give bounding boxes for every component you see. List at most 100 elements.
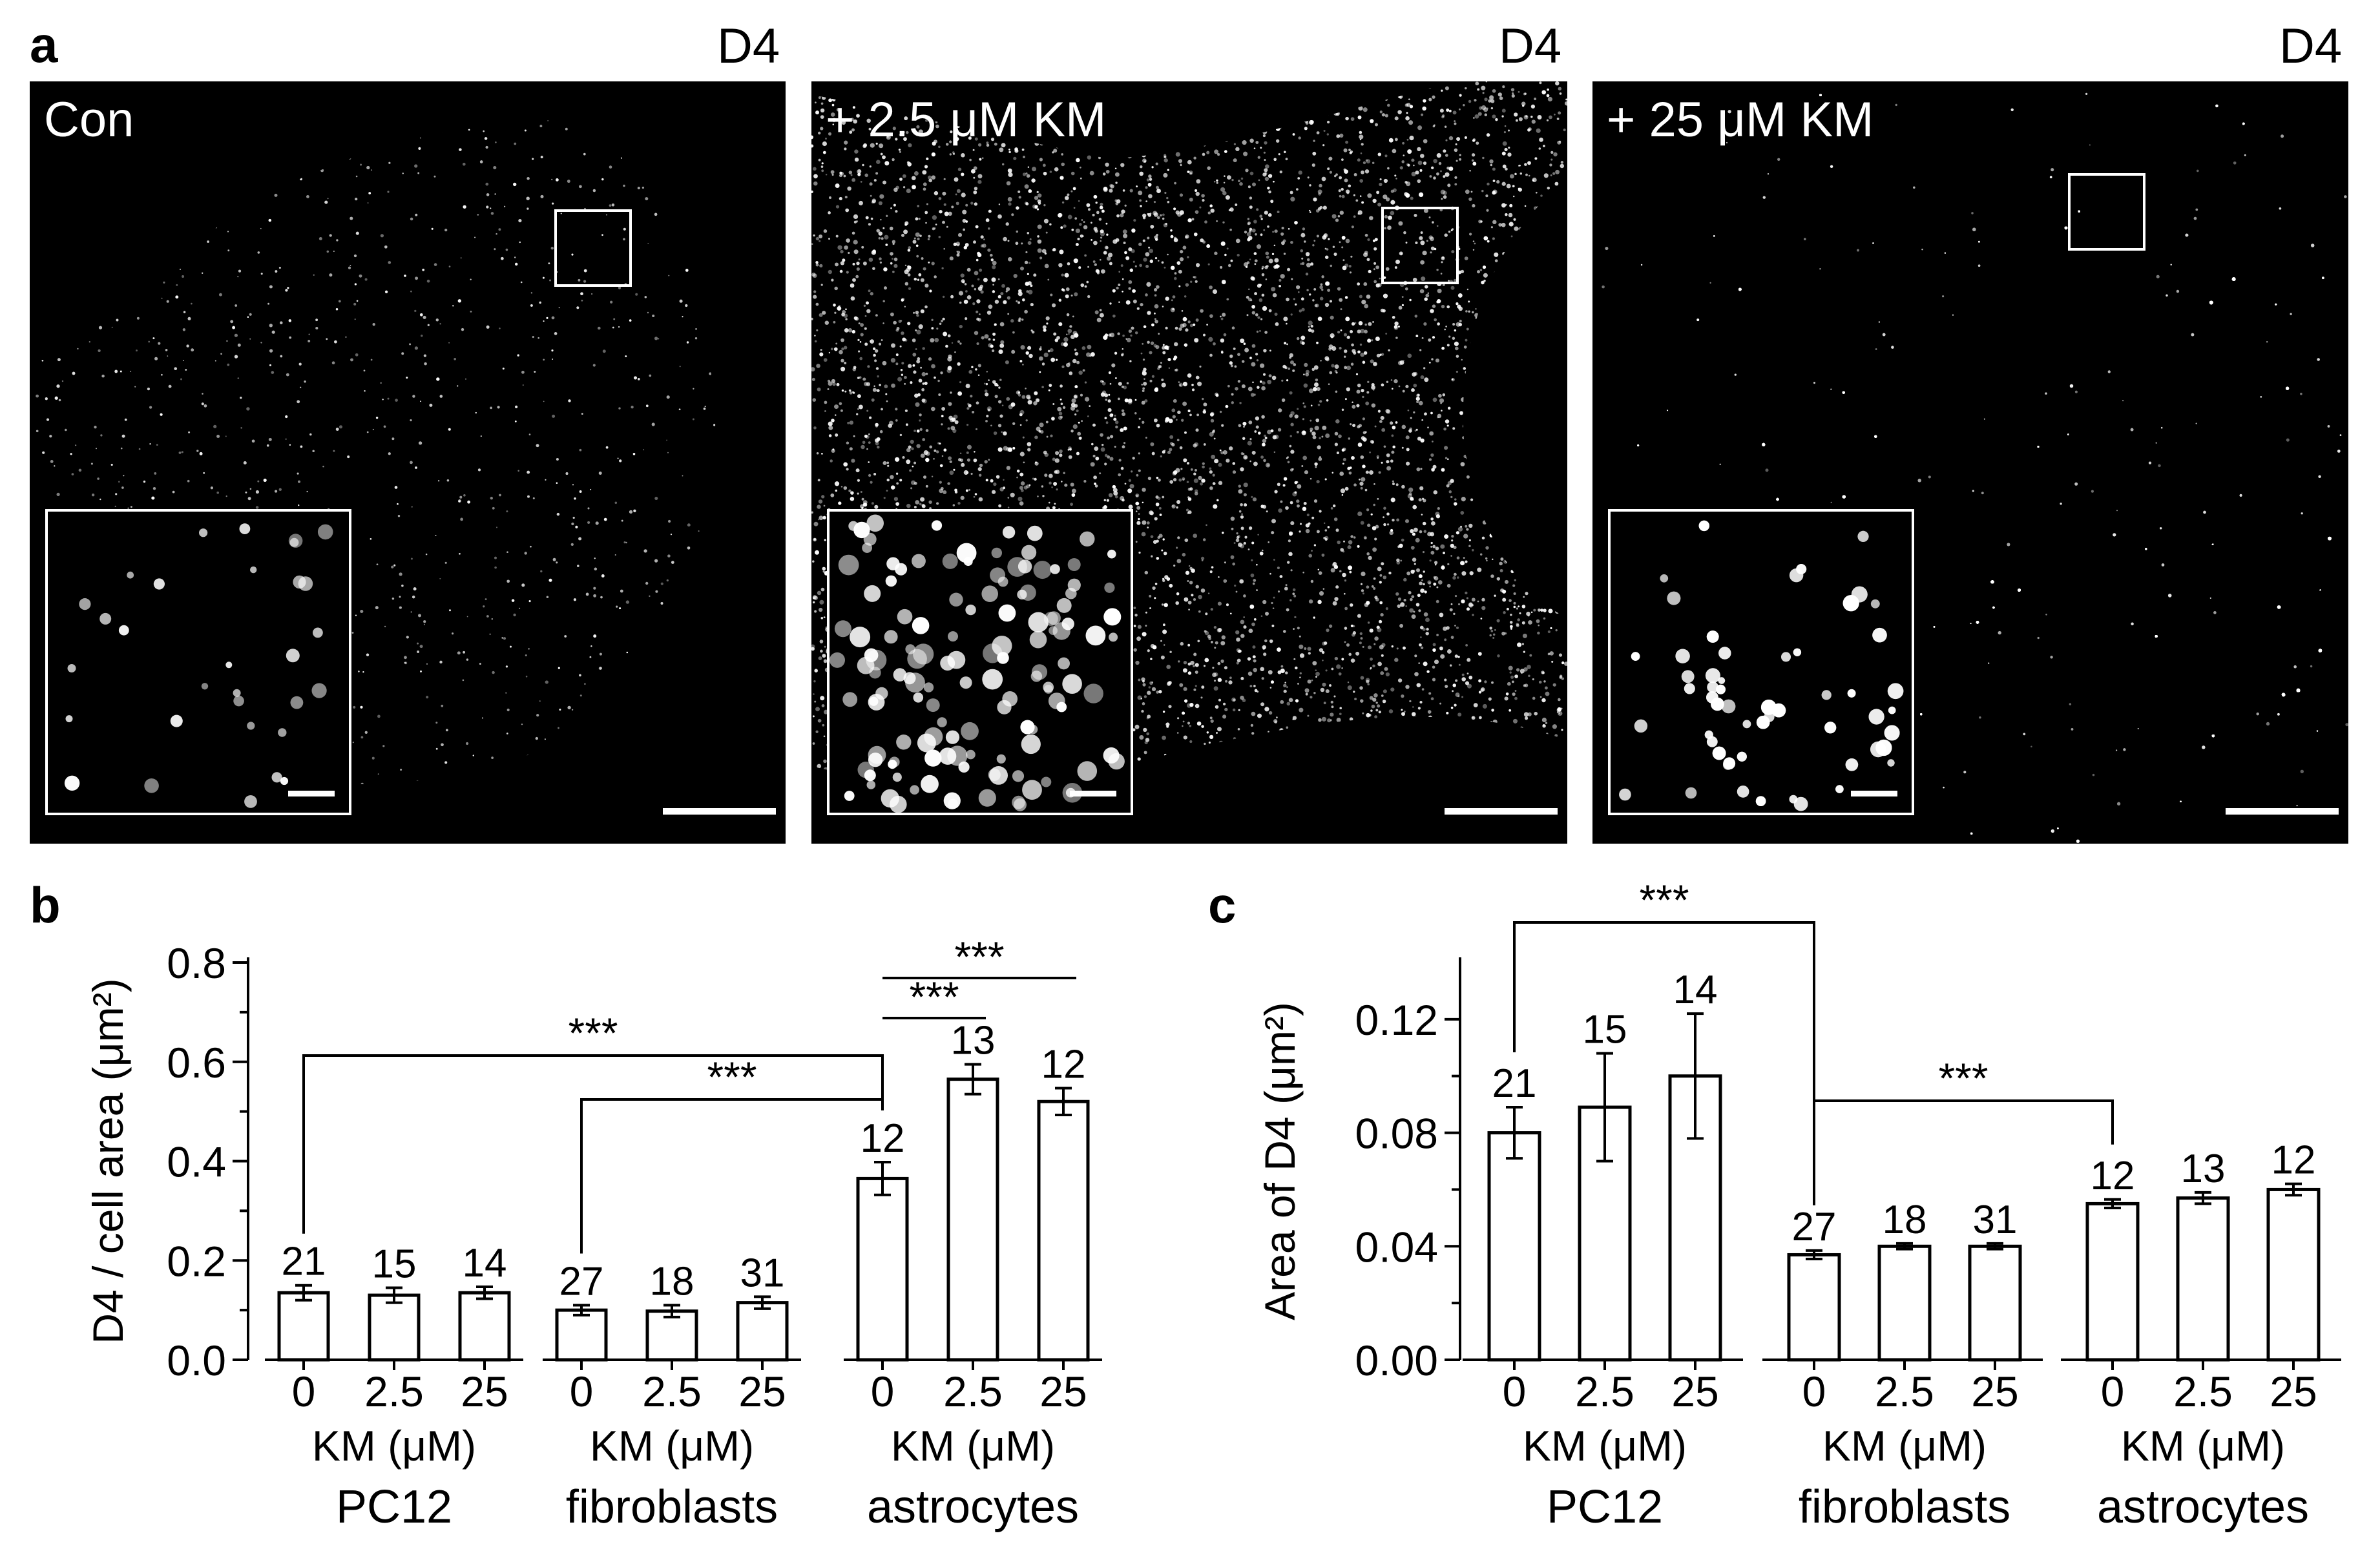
panel-a-letter: a: [30, 16, 58, 73]
b-xtick-label: 0: [292, 1368, 316, 1415]
c-n-label: 31: [1973, 1198, 2018, 1242]
c-xtick-label: 0: [1802, 1368, 1826, 1415]
c-error-bar: [1506, 1106, 1523, 1160]
b-error-bar: [965, 1063, 981, 1096]
c-error-bar: [1687, 1012, 1704, 1140]
c-error-bar: [1896, 1242, 1913, 1251]
b-n-label: 14: [463, 1241, 507, 1286]
c-axes: [1445, 957, 1461, 1361]
scale-bar: [1445, 808, 1558, 815]
c-error-bar: [2104, 1198, 2121, 1209]
c-xtick-label: 2.5: [1875, 1368, 1934, 1415]
c-ylabel: Area of D4 (μm²): [1256, 1002, 1304, 1320]
b-ytick-label: 0.6: [167, 1039, 226, 1087]
c-ytick-label: 0.08: [1355, 1110, 1438, 1158]
b-significance-bracket: [302, 1054, 884, 1234]
c-bar: [2176, 1196, 2230, 1362]
c-error-bar: [1806, 1249, 1822, 1261]
scale-bar: [663, 808, 776, 815]
condition-label-km-25: + 25 μM KM: [1607, 92, 1874, 147]
inset-scale-bar: [288, 791, 335, 796]
c-xtick-label: 25: [1971, 1368, 2018, 1415]
b-xtick-label: 25: [1039, 1368, 1087, 1415]
b-ytick-label: 0.2: [167, 1237, 226, 1285]
roi-box: [1381, 207, 1459, 284]
c-significance-bracket: [1513, 921, 1815, 1205]
b-significance-label: ***: [954, 933, 1004, 981]
b-bar: [856, 1176, 909, 1362]
c-bar: [1668, 1074, 1722, 1362]
c-group-name: fibroblasts: [1799, 1481, 2010, 1533]
channel-label-2: D4: [1499, 19, 1562, 74]
b-group-name: fibroblasts: [566, 1481, 778, 1533]
b-bar: [368, 1293, 421, 1362]
chart-b: 0.0 0.2 0.4 0.6 0.8 D4 / cell area (μm²) 21 0 15…: [84, 933, 1102, 1533]
b-n-label: 12: [861, 1116, 905, 1161]
c-xlabel: KM (μM): [1822, 1422, 1987, 1470]
c-n-label: 15: [1583, 1008, 1627, 1052]
inset-scale-bar: [1851, 791, 1897, 796]
b-xtick-label: 2.5: [364, 1368, 424, 1415]
scale-bar: [2226, 808, 2339, 815]
c-n-label: 12: [2271, 1138, 2316, 1183]
c-bar: [1487, 1131, 1541, 1362]
b-n-label: 21: [282, 1240, 326, 1284]
micrograph-km-2-5: + 2.5 μM KM: [811, 81, 1567, 844]
micrograph-control: Con: [30, 81, 786, 844]
c-ytick-label: 0.04: [1355, 1223, 1438, 1271]
c-bar: [2266, 1187, 2321, 1362]
b-n-label: 12: [1041, 1042, 1086, 1087]
c-n-label: 21: [1492, 1061, 1537, 1106]
c-bar: [2085, 1202, 2140, 1362]
channel-label-3: D4: [2279, 19, 2343, 74]
c-error-bar: [2195, 1191, 2211, 1205]
c-error-bar: [2285, 1182, 2302, 1197]
c-bar: [1578, 1105, 1632, 1362]
b-xtick-label: 2.5: [943, 1368, 1003, 1415]
b-xtick-label: 25: [461, 1368, 508, 1415]
c-error-bar: [1596, 1052, 1613, 1163]
c-xtick-label: 0: [2101, 1368, 2125, 1415]
b-xtick-label: 25: [738, 1368, 786, 1415]
c-n-label: 12: [2091, 1154, 2135, 1198]
c-xtick-label: 25: [1671, 1368, 1718, 1415]
b-bar: [1037, 1099, 1090, 1362]
c-bar: [1968, 1244, 2022, 1362]
b-error-bar: [476, 1285, 493, 1300]
b-group-name: astrocytes: [867, 1481, 1079, 1533]
panel-b-letter: b: [30, 877, 61, 933]
c-significance-bracket: [1813, 1099, 2114, 1196]
zoom-inset: [827, 509, 1133, 815]
b-group-name: PC12: [336, 1481, 452, 1533]
c-xtick-label: 25: [2270, 1368, 2317, 1415]
c-xtick-label: 2.5: [2173, 1368, 2233, 1415]
roi-box: [2068, 173, 2145, 251]
c-significance-label: ***: [1938, 1054, 1988, 1102]
b-bar: [458, 1291, 511, 1362]
c-n-label: 18: [1883, 1198, 1927, 1242]
roi-box: [554, 209, 632, 287]
condition-label-km-2-5: + 2.5 μM KM: [826, 92, 1107, 147]
b-significance-label: ***: [909, 973, 959, 1021]
c-ytick-label: 0.12: [1355, 996, 1438, 1044]
c-xlabel: KM (μM): [2121, 1422, 2285, 1470]
b-xtick-label: 0: [871, 1368, 895, 1415]
b-error-bar: [874, 1161, 891, 1196]
c-xtick-label: 2.5: [1575, 1368, 1634, 1415]
b-error-bar: [1055, 1087, 1072, 1117]
inset-scale-bar: [1070, 791, 1116, 796]
c-significance-label: ***: [1639, 876, 1689, 924]
c-xtick-label: 0: [1503, 1368, 1527, 1415]
b-error-bar: [295, 1284, 312, 1302]
b-xtick-label: 0: [570, 1368, 594, 1415]
b-significance-bracket: [580, 1098, 884, 1254]
c-error-bar: [1987, 1242, 2003, 1251]
b-xlabel: KM (μM): [590, 1422, 754, 1470]
b-error-bar: [754, 1295, 771, 1310]
b-n-label: 27: [559, 1259, 604, 1304]
b-n-label: 13: [951, 1019, 996, 1063]
b-xlabel: KM (μM): [891, 1422, 1055, 1470]
b-axes: [233, 957, 249, 1361]
panel-c-letter: c: [1208, 877, 1237, 933]
b-error-bar: [663, 1304, 680, 1318]
